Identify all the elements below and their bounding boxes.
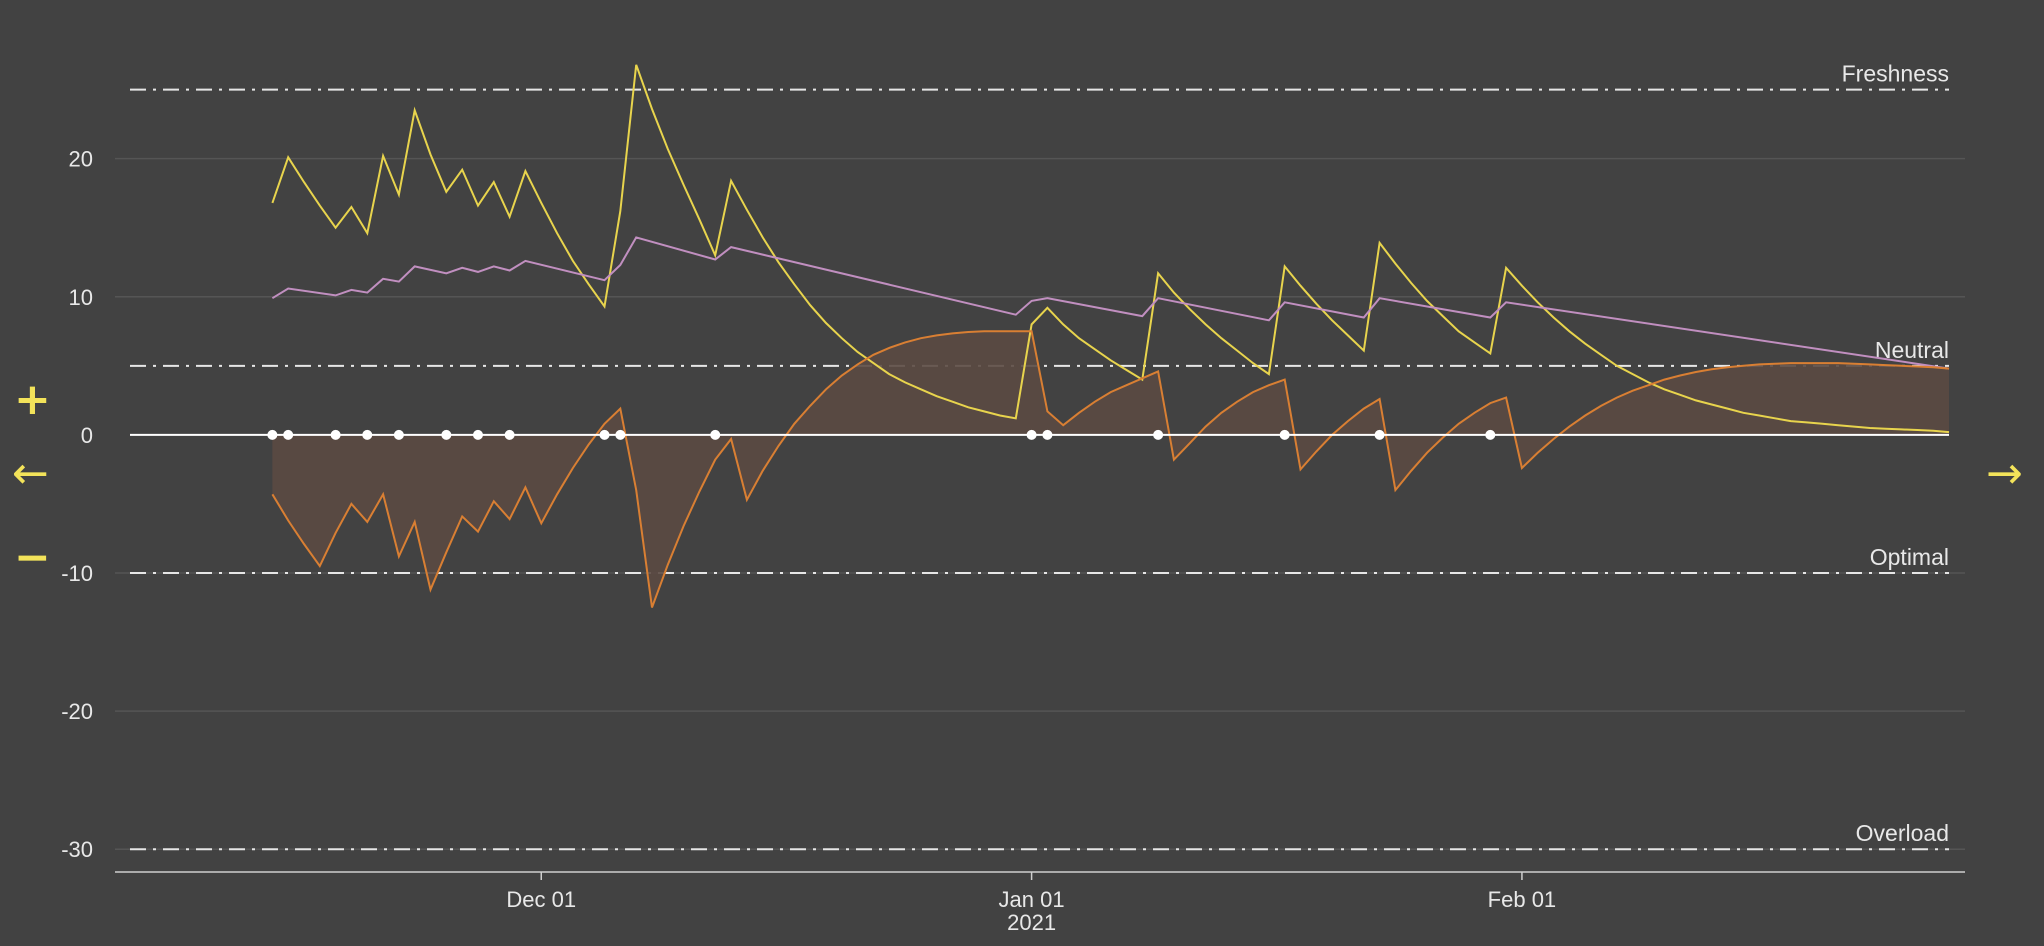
activity-dot[interactable] — [504, 429, 515, 440]
x-tick-label: Jan 01 — [999, 887, 1065, 912]
y-tick-label: 20 — [69, 147, 93, 172]
fitness-line — [271, 236, 1950, 370]
y-tick-label: -30 — [61, 837, 93, 862]
activity-dot[interactable] — [615, 429, 626, 440]
activity-dot[interactable] — [472, 429, 483, 440]
previous-period-arrow-icon[interactable]: ← — [12, 448, 49, 499]
activity-dot[interactable] — [1485, 429, 1496, 440]
reference-line-label: Overload — [1856, 820, 1949, 846]
activity-dot[interactable] — [1374, 429, 1385, 440]
activity-dot[interactable] — [1279, 429, 1290, 440]
activity-dot[interactable] — [267, 429, 278, 440]
activity-dot[interactable] — [393, 429, 404, 440]
y-tick-label: -20 — [61, 699, 93, 724]
y-tick-label: -10 — [61, 561, 93, 586]
x-tick-label: Feb 01 — [1488, 887, 1557, 912]
activity-dot[interactable] — [330, 429, 341, 440]
activity-dot[interactable] — [1153, 429, 1164, 440]
next-period-arrow-icon[interactable]: → — [1986, 448, 2023, 499]
zoom-in-button[interactable]: + — [14, 374, 51, 425]
zoom-out-button[interactable]: − — [14, 532, 51, 583]
activity-dot[interactable] — [599, 429, 610, 440]
reference-line-label: Freshness — [1842, 61, 1949, 87]
reference-line-label: Optimal — [1870, 544, 1949, 570]
y-tick-label: 10 — [69, 285, 93, 310]
fatigue-line — [271, 330, 1950, 608]
form-line — [271, 64, 1950, 434]
y-tick-label: 0 — [81, 423, 93, 448]
activity-dot[interactable] — [441, 429, 452, 440]
activity-dot[interactable] — [283, 429, 294, 440]
activity-dot[interactable] — [362, 429, 373, 440]
activity-dot[interactable] — [1042, 429, 1053, 440]
x-tick-year-label: 2021 — [1007, 910, 1056, 935]
activity-dot[interactable] — [1026, 429, 1037, 440]
activity-dot[interactable] — [710, 429, 721, 440]
x-tick-label: Dec 01 — [506, 887, 576, 912]
